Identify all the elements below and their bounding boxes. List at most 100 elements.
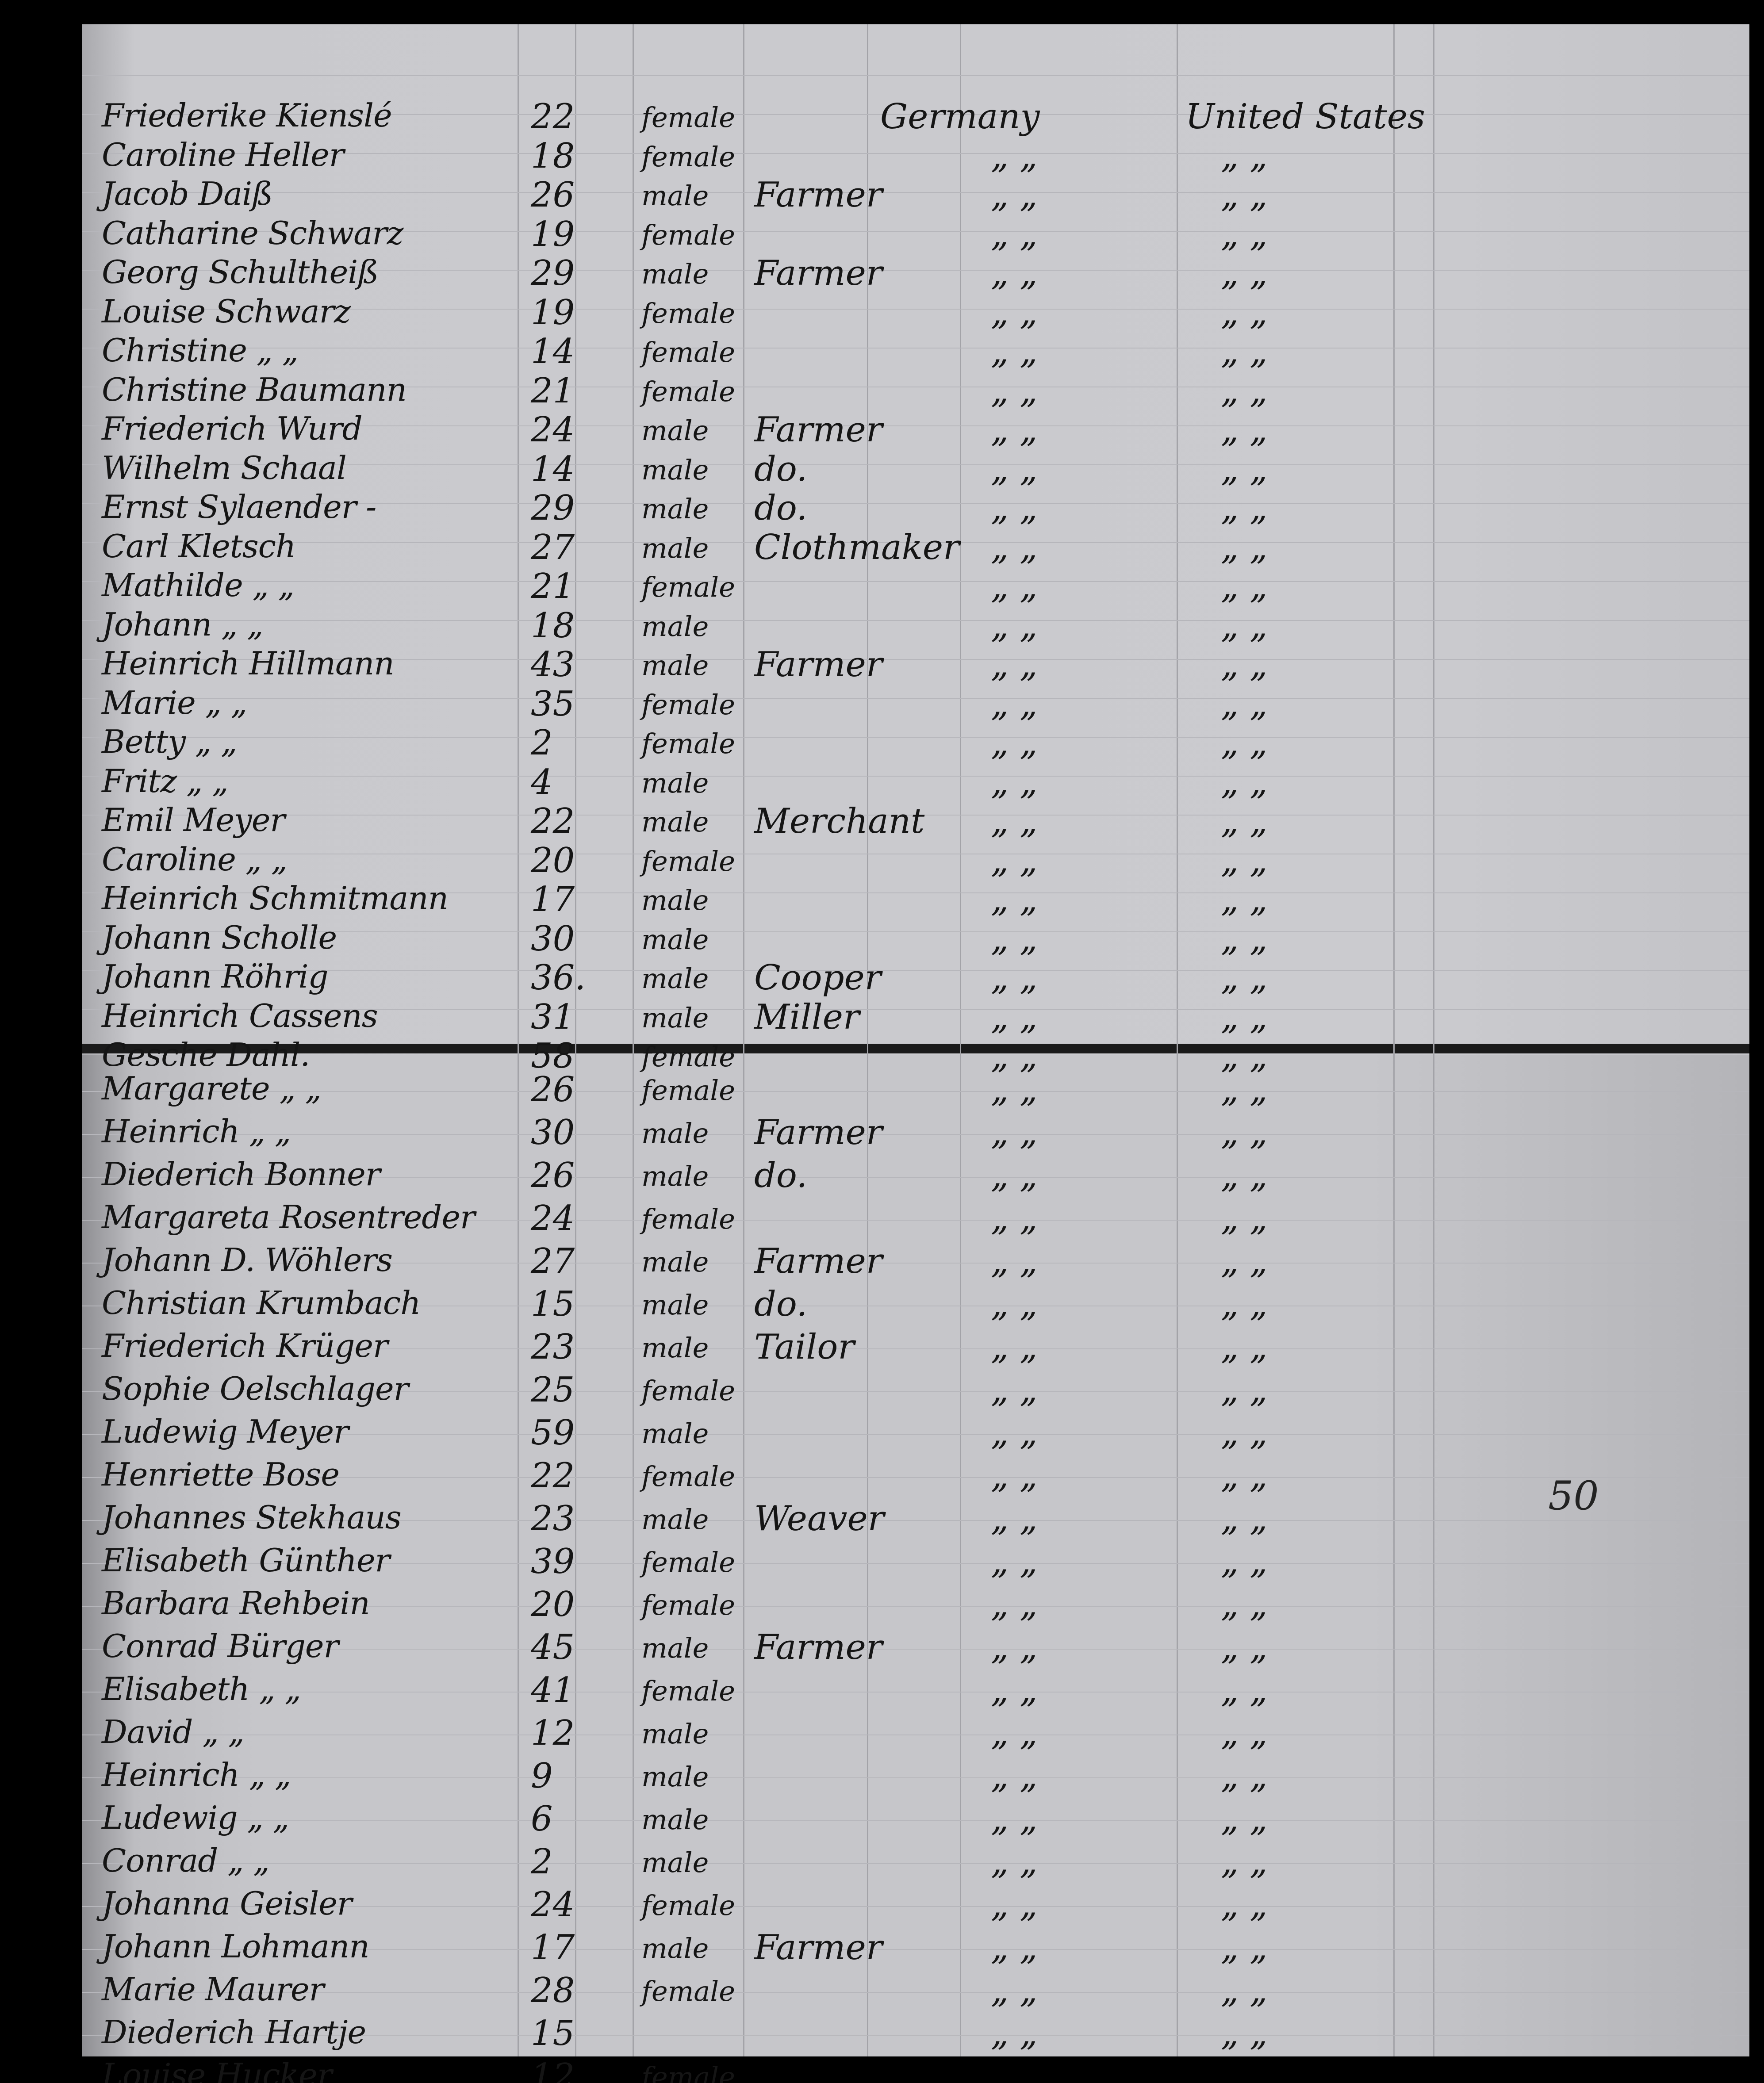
passenger-age: 6 xyxy=(531,1799,553,1839)
destination-ditto: „ „ xyxy=(1221,567,1268,606)
passenger-name: Louise Hucker xyxy=(102,2056,332,2083)
passenger-name: Sophie Oelschlager xyxy=(102,1370,409,1407)
destination-ditto: „ „ xyxy=(1221,449,1268,489)
row-rule xyxy=(82,1649,1749,1650)
destination-ditto: „ „ xyxy=(1221,410,1268,450)
destination-ditto: „ „ xyxy=(1221,1585,1268,1624)
row-rule xyxy=(82,192,1749,193)
origin-ditto: „ „ xyxy=(991,2056,1038,2083)
passenger-name: Catharine Schwarz xyxy=(102,214,403,252)
passenger-name: Margarete „ „ xyxy=(102,1070,322,1107)
destination-ditto: „ „ xyxy=(1221,332,1268,371)
passenger-sex: male xyxy=(641,1246,709,1278)
passenger-age: 28 xyxy=(531,1971,575,2010)
passenger-sex: male xyxy=(641,1417,709,1450)
passenger-sex: male xyxy=(641,649,709,682)
row-rule xyxy=(82,1348,1749,1349)
destination-country: United States xyxy=(1185,97,1425,137)
destination-ditto: „ „ xyxy=(1221,1928,1268,1968)
row-rule xyxy=(82,1777,1749,1778)
destination-ditto: „ „ xyxy=(1221,1070,1268,1110)
passenger-sex: male xyxy=(641,1332,709,1364)
origin-ditto: „ „ xyxy=(991,2014,1038,2053)
passenger-sex: male xyxy=(641,923,709,956)
passenger-sex: male xyxy=(641,180,709,212)
destination-ditto: „ „ xyxy=(1221,1842,1268,1882)
destination-ditto: „ „ xyxy=(1221,488,1268,528)
passenger-age: 2 xyxy=(531,1842,553,1882)
passenger-occupation: do. xyxy=(754,1284,808,1324)
origin-ditto: „ „ xyxy=(991,762,1038,802)
row-rule xyxy=(82,1263,1749,1264)
row-rule xyxy=(82,2035,1749,2036)
passenger-name: Johann Scholle xyxy=(102,919,337,956)
origin-ditto: „ „ xyxy=(991,840,1038,881)
row-rule xyxy=(82,464,1749,465)
origin-ditto: „ „ xyxy=(991,1284,1038,1324)
origin-ditto: „ „ xyxy=(991,1156,1038,1195)
passenger-age: 24 xyxy=(531,1198,575,1238)
origin-ditto: „ „ xyxy=(991,488,1038,528)
origin-ditto: „ „ xyxy=(991,1756,1038,1796)
column-rule xyxy=(867,24,868,2056)
origin-ditto: „ „ xyxy=(991,1499,1038,1539)
passenger-name: Conrad Bürger xyxy=(102,1627,339,1665)
passenger-sex: male xyxy=(641,962,709,995)
column-rule xyxy=(1433,24,1434,2056)
passenger-sex: male xyxy=(641,766,709,799)
passenger-age: 26 xyxy=(531,1070,575,1110)
passenger-occupation: Clothmaker xyxy=(754,527,960,567)
row-rule xyxy=(82,659,1749,660)
passenger-sex: male xyxy=(641,1932,709,1964)
passenger-name: Marie Maurer xyxy=(102,1971,324,2008)
origin-ditto: „ „ xyxy=(991,1670,1038,1710)
origin-ditto: „ „ xyxy=(991,253,1038,293)
passenger-name: Wilhelm Schaal xyxy=(102,449,347,486)
passenger-name: Friederike Kienslé xyxy=(102,97,392,134)
passenger-sex: male xyxy=(641,532,709,564)
passenger-name: Heinrich „ „ xyxy=(102,1113,291,1150)
passenger-sex: female xyxy=(641,218,735,251)
destination-ditto: „ „ xyxy=(1221,1799,1268,1839)
passenger-sex: male xyxy=(641,1289,709,1321)
origin-ditto: „ „ xyxy=(991,801,1038,841)
row-rule xyxy=(82,270,1749,271)
row-rule xyxy=(82,231,1749,232)
passenger-name: Johann Röhrig xyxy=(102,958,329,995)
origin-ditto: „ „ xyxy=(991,449,1038,489)
column-rule xyxy=(633,24,634,2056)
origin-ditto: „ „ xyxy=(991,1542,1038,1581)
passenger-age: 12 xyxy=(531,2056,575,2083)
passenger-occupation: Cooper xyxy=(754,958,881,998)
origin-ditto: „ „ xyxy=(991,1928,1038,1968)
passenger-sex: male xyxy=(641,258,709,290)
row-rule xyxy=(82,1820,1749,1821)
passenger-name: Ludewig „ „ xyxy=(102,1799,289,1836)
passenger-sex: male xyxy=(641,1846,709,1879)
passenger-sex: female xyxy=(641,571,735,603)
passenger-age: 31 xyxy=(531,997,575,1037)
origin-ditto: „ „ xyxy=(991,292,1038,333)
passenger-name: Elisabeth „ „ xyxy=(102,1670,301,1708)
column-rule xyxy=(518,24,519,2056)
origin-ditto: „ „ xyxy=(991,919,1038,959)
passenger-name: Marie „ „ xyxy=(102,684,247,721)
destination-ditto: „ „ xyxy=(1221,1284,1268,1324)
origin-ditto: „ „ xyxy=(991,1413,1038,1453)
passenger-name: Barbara Rehbein xyxy=(102,1585,370,1622)
passenger-age: 19 xyxy=(531,292,575,333)
origin-ditto: „ „ xyxy=(991,1070,1038,1110)
row-rule xyxy=(82,75,1749,76)
passenger-sex: male xyxy=(641,1803,709,1836)
passenger-sex: male xyxy=(641,453,709,486)
passenger-occupation: do. xyxy=(754,1156,808,1195)
row-rule xyxy=(82,153,1749,154)
passenger-sex: female xyxy=(641,688,735,721)
passenger-age: 18 xyxy=(531,605,575,646)
passenger-age: 24 xyxy=(531,410,575,450)
passenger-name: Christine „ „ xyxy=(102,332,299,369)
passenger-name: Margareta Rosentreder xyxy=(102,1198,475,1236)
passenger-occupation: Farmer xyxy=(754,1627,883,1667)
row-rule xyxy=(82,1949,1749,1950)
passenger-name: Betty „ „ xyxy=(102,723,237,760)
